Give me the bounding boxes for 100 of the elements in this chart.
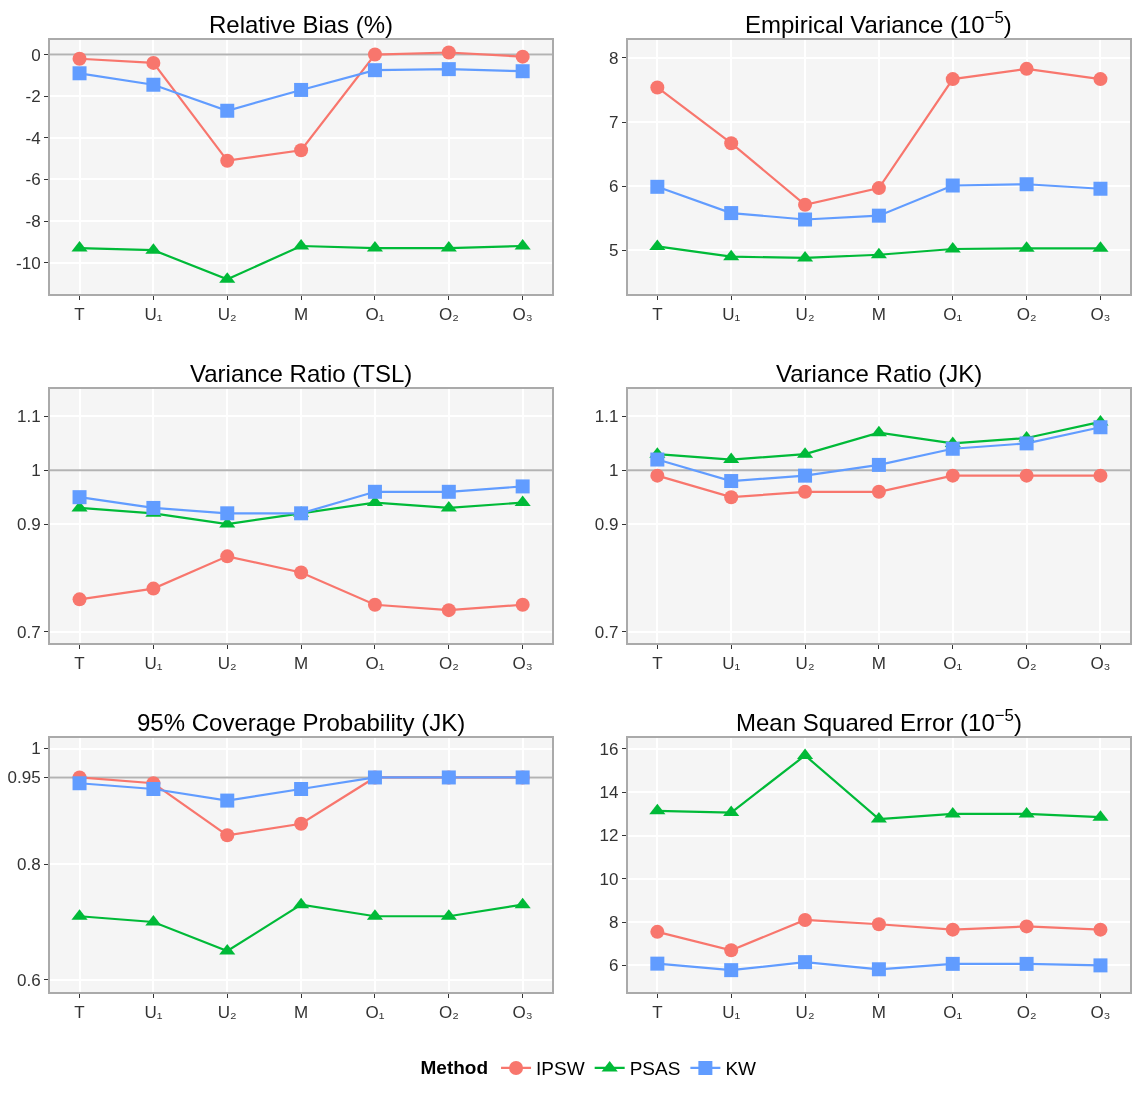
point [1019,436,1034,451]
x-tick-label: M [294,305,309,325]
point [871,208,886,223]
point [72,776,87,791]
chart-title: Empirical Variance (10$^{−5}$) [745,8,1012,39]
x-tick-label: O₃ [512,654,533,674]
point [1019,468,1034,483]
x-tick-label: U₁ [144,305,163,325]
point [650,80,665,95]
point [724,963,739,978]
x-tick-label: U₂ [217,1003,237,1023]
y-tick-label: 0.7 [594,622,619,642]
x-tick-label: O₁ [365,305,385,325]
point [515,64,530,79]
x-tick-label: T [74,305,85,325]
y-tick-label: 14 [599,783,619,803]
point [220,549,235,564]
x-tick-label: U₁ [144,1003,163,1023]
point [219,943,236,955]
x-tick-label: T [652,1003,663,1023]
point [441,484,456,499]
point [650,468,665,483]
point [294,816,309,831]
point [945,922,960,937]
point [1019,177,1034,192]
point [945,956,960,971]
x-tick-label: T [652,305,663,325]
x-tick-label: M [294,654,309,674]
x-tick-label: T [74,1003,85,1023]
y-tick-label: 0 [31,45,41,65]
point [871,181,886,196]
y-tick-label: 6 [608,956,619,976]
point [724,474,739,489]
point [1018,806,1035,818]
x-tick-label: U₂ [795,654,815,674]
x-tick-label: M [871,654,886,674]
point [871,484,886,499]
point [294,82,309,97]
legend-label: KW [725,1058,757,1080]
x-tick-label: M [871,1003,886,1023]
point [724,136,739,151]
y-tick-label: 8 [608,913,619,933]
point [871,457,886,472]
x-tick-label: O₃ [1090,1003,1111,1023]
point [724,943,739,958]
chart-title: Mean Squared Error (10$^{−5}$) [736,706,1022,737]
point [367,597,382,612]
y-tick-label: 1.1 [16,407,41,427]
point [649,803,666,815]
y-tick-label: 1 [608,461,619,481]
point [798,484,813,499]
y-tick-label: 10 [599,869,619,889]
x-tick-label: O₃ [1090,654,1111,674]
legend-label: IPSW [536,1058,585,1080]
point [294,506,309,521]
point [367,47,382,62]
y-tick-label: 0.9 [16,515,41,535]
point [514,495,531,507]
point [1019,919,1034,934]
y-tick-label: 16 [599,739,619,759]
point [294,143,309,158]
x-tick-label: M [294,1003,309,1023]
point [1019,956,1034,971]
y-tick-label: -8 [25,211,41,231]
y-tick-label: 0.9 [594,515,619,535]
x-tick-label: O₁ [943,305,963,325]
point [944,241,961,253]
x-tick-label: O₁ [943,654,963,674]
y-tick-label: 1 [31,739,41,759]
point [515,49,530,64]
point [294,565,309,580]
legend-label: PSAS [629,1058,681,1080]
y-tick-label: 1 [31,461,41,481]
point [220,506,235,521]
y-tick-label: 7 [608,113,619,133]
point [650,179,665,194]
x-tick-label: U₁ [722,1003,741,1023]
point [367,63,382,78]
point [798,212,813,227]
x-tick-label: U₁ [722,305,741,325]
y-tick-label: 0.7 [16,622,41,642]
x-tick-label: O₂ [438,305,459,325]
x-tick-label: T [652,654,663,674]
y-tick-label: 0.95 [7,768,41,788]
point [798,912,813,927]
point [945,72,960,87]
point [146,581,161,596]
point [146,782,161,797]
point [220,153,235,168]
point [1093,181,1108,196]
point [1093,958,1108,973]
point [72,66,87,81]
x-tick-label: O₃ [512,1003,533,1023]
point [1093,420,1108,435]
point [650,956,665,971]
y-tick-label: 12 [599,826,619,846]
x-tick-label: U₁ [722,654,741,674]
point [944,806,961,818]
x-tick-label: U₁ [144,654,163,674]
chart-title: 95% Coverage Probability (JK) [137,709,466,736]
